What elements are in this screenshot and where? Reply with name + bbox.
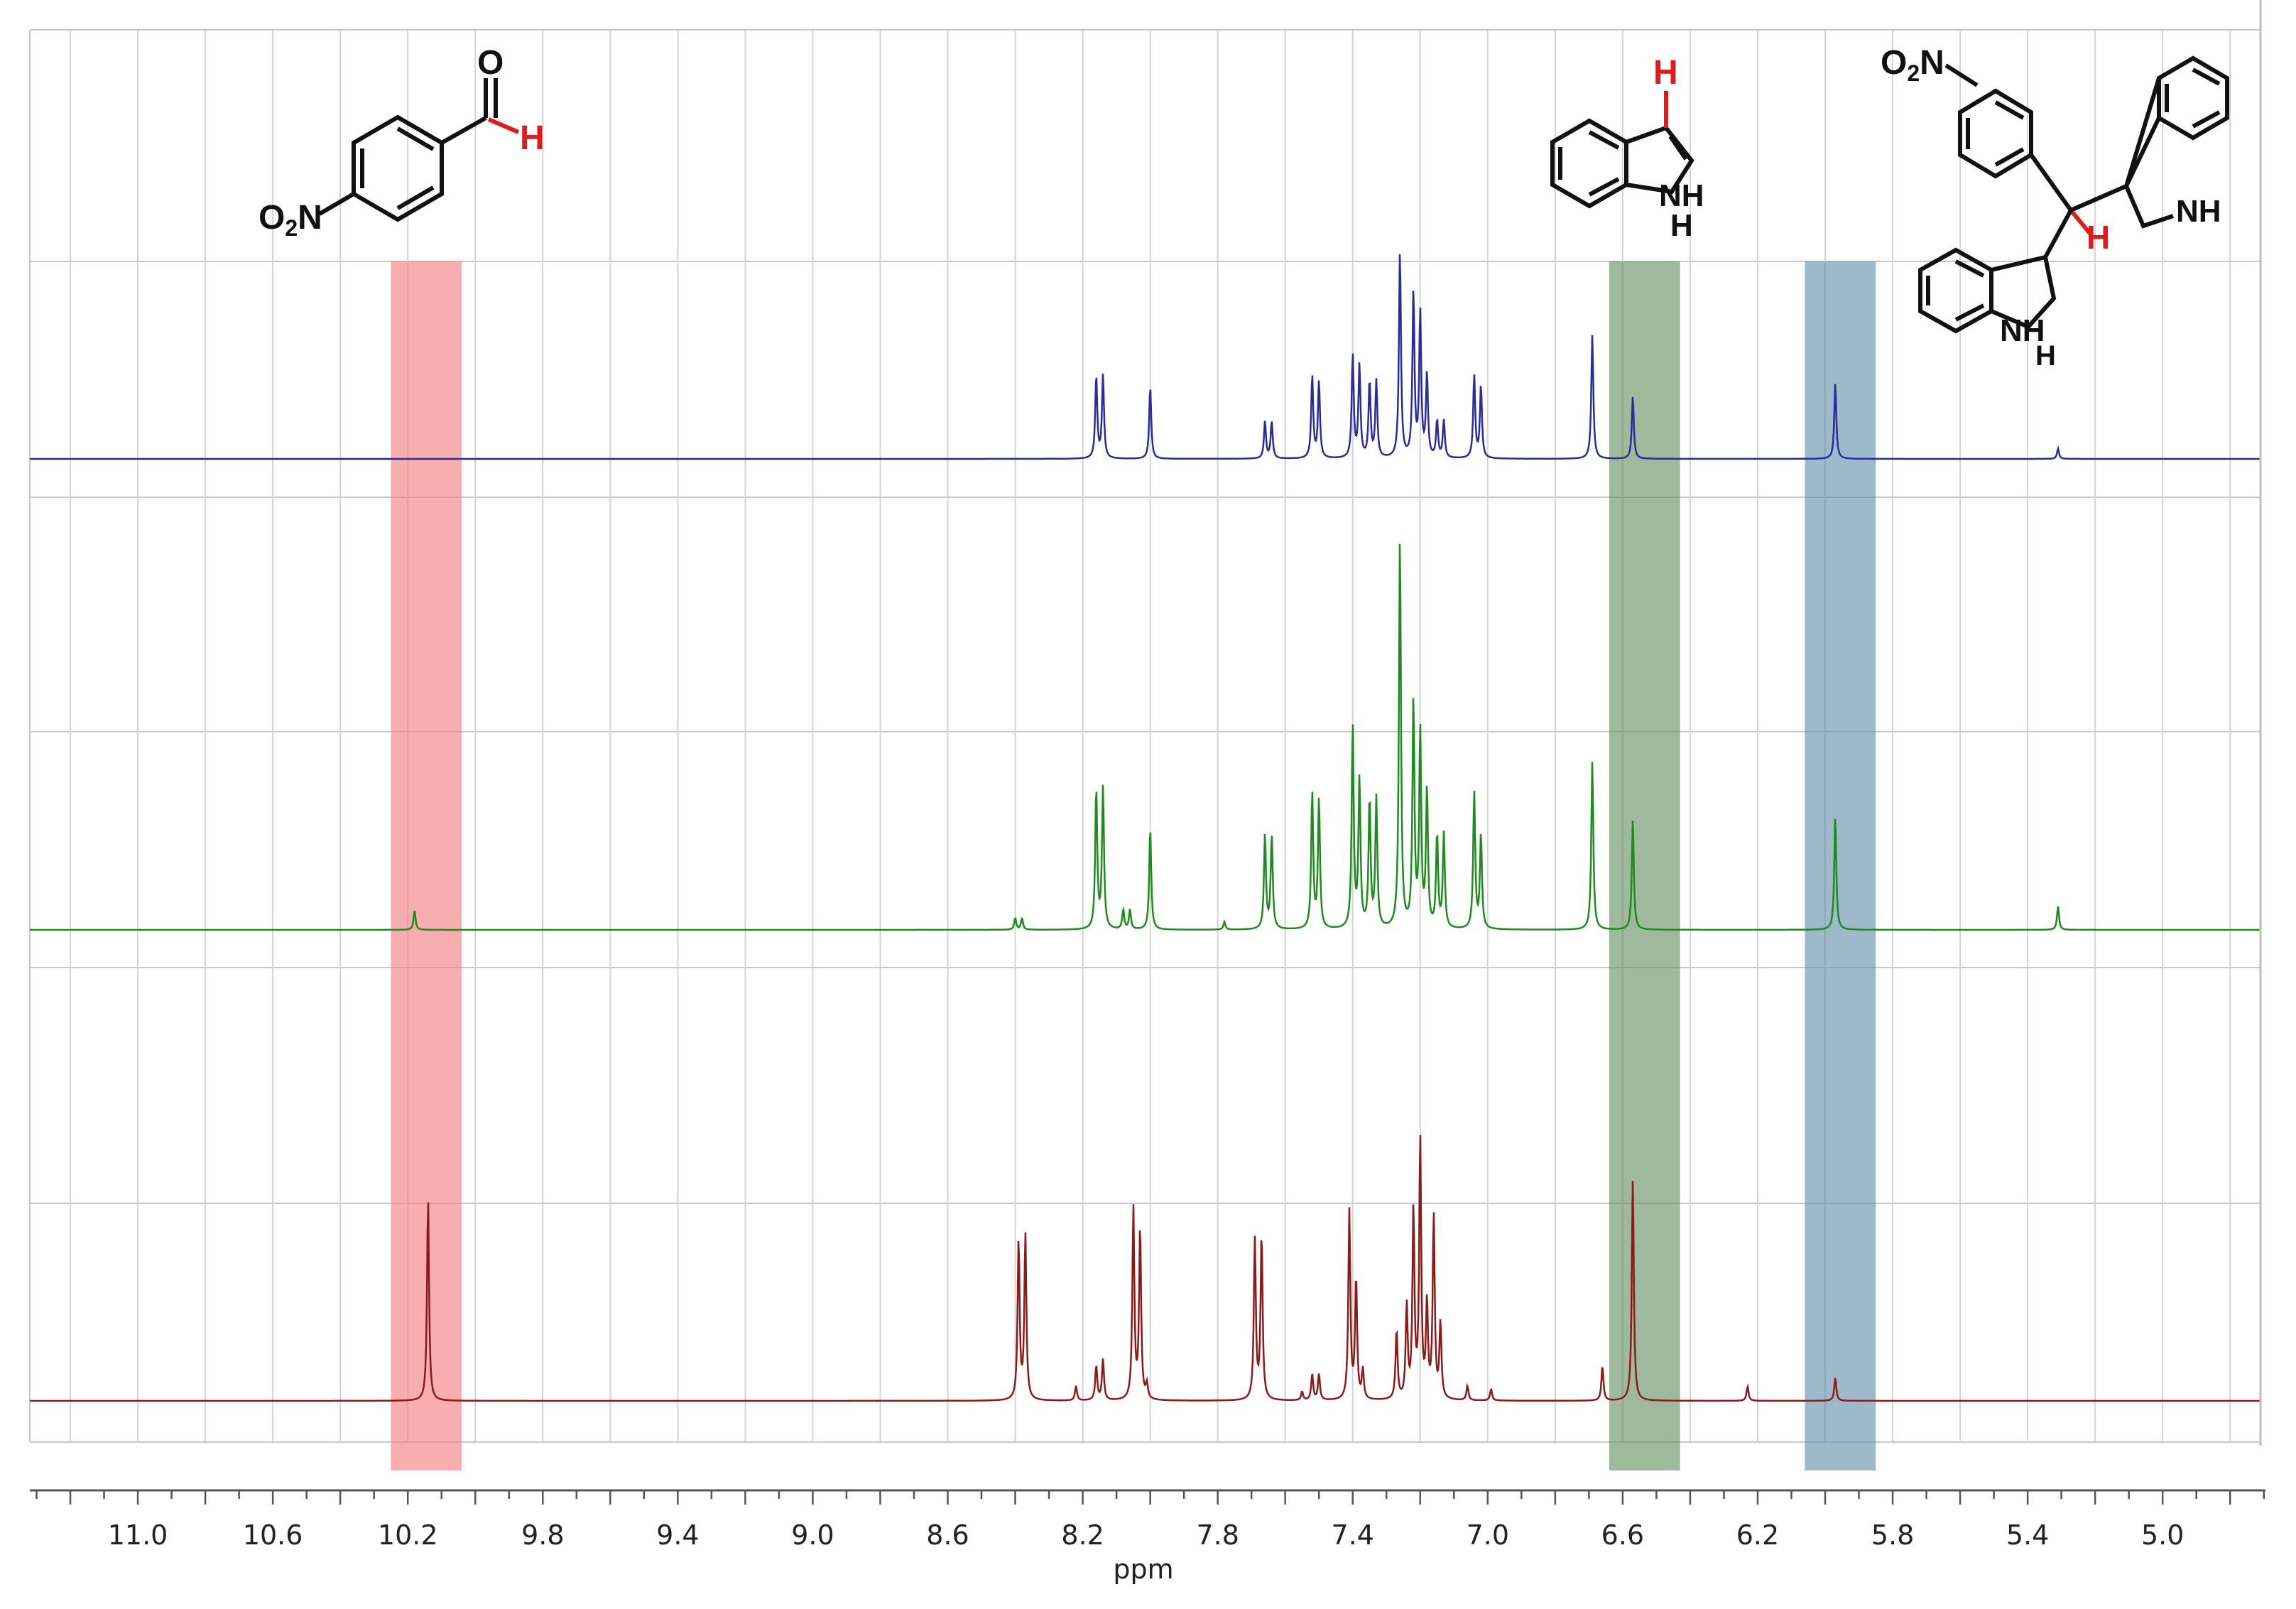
x-tick-label: 5.4 [2006, 1519, 2049, 1551]
x-tick-label: 10.6 [243, 1519, 303, 1551]
indole-structure [1550, 91, 1694, 209]
spectra-series [30, 254, 2260, 1402]
x-tick-label: 8.6 [926, 1519, 969, 1551]
nitrobenzaldehyde-structure [318, 78, 520, 222]
x-tick-label: 9.8 [521, 1519, 564, 1551]
spectrum-line-3 [30, 1134, 2260, 1402]
x-tick-label: 7.0 [1467, 1519, 1509, 1551]
x-tick-label: 10.2 [378, 1519, 438, 1551]
x-tick-label: 8.2 [1061, 1519, 1104, 1551]
x-tick-label: 11.0 [108, 1519, 168, 1551]
chem-label-o2n-2: O2N [1881, 44, 1944, 86]
x-tick-label: 5.0 [2141, 1519, 2184, 1551]
spectrum-line-1 [30, 254, 2260, 460]
x-axis-label: ppm [1113, 1554, 1173, 1585]
x-tick-label: 7.8 [1196, 1519, 1239, 1551]
x-tick-label: 6.2 [1736, 1519, 1779, 1551]
bisindolylmethane-structure [1918, 55, 2229, 334]
grid-lines [29, 29, 2260, 1443]
spectrum-line-2 [30, 543, 2260, 931]
x-axis: 11.0 10.6 10.2 9.8 9.4 9.0 8.6 8.2 7.8 7.4 7.0 6.6 6… [30, 1489, 2265, 1551]
chem-label-nh-indole: NH [1659, 178, 1704, 213]
chem-label-h-aldehyde: H [520, 119, 545, 157]
chem-label-o-aldehyde: O [477, 44, 504, 82]
chem-label-nh-bis-2: NH [2000, 313, 2045, 348]
chem-label-h-nh-indole: H [1670, 208, 1693, 243]
chem-label-h-indole: H [1653, 54, 1678, 92]
x-tick-label: 7.4 [1332, 1519, 1374, 1551]
highlight-band [1609, 261, 1680, 1470]
chem-label-nh-bis-1: NH [2176, 194, 2221, 229]
highlight-bands [391, 261, 1876, 1470]
chem-label-o2n-1: O2N [259, 199, 322, 241]
x-tick-label: 9.4 [656, 1519, 699, 1551]
chem-label-h-methine: H [2086, 219, 2110, 256]
x-tick-label: 5.8 [1871, 1519, 1914, 1551]
highlight-band [1805, 261, 1876, 1470]
x-tick-label: 6.6 [1601, 1519, 1644, 1551]
chem-label-h-bis-2: H [2035, 340, 2056, 372]
x-tick-label: 9.0 [791, 1519, 834, 1551]
